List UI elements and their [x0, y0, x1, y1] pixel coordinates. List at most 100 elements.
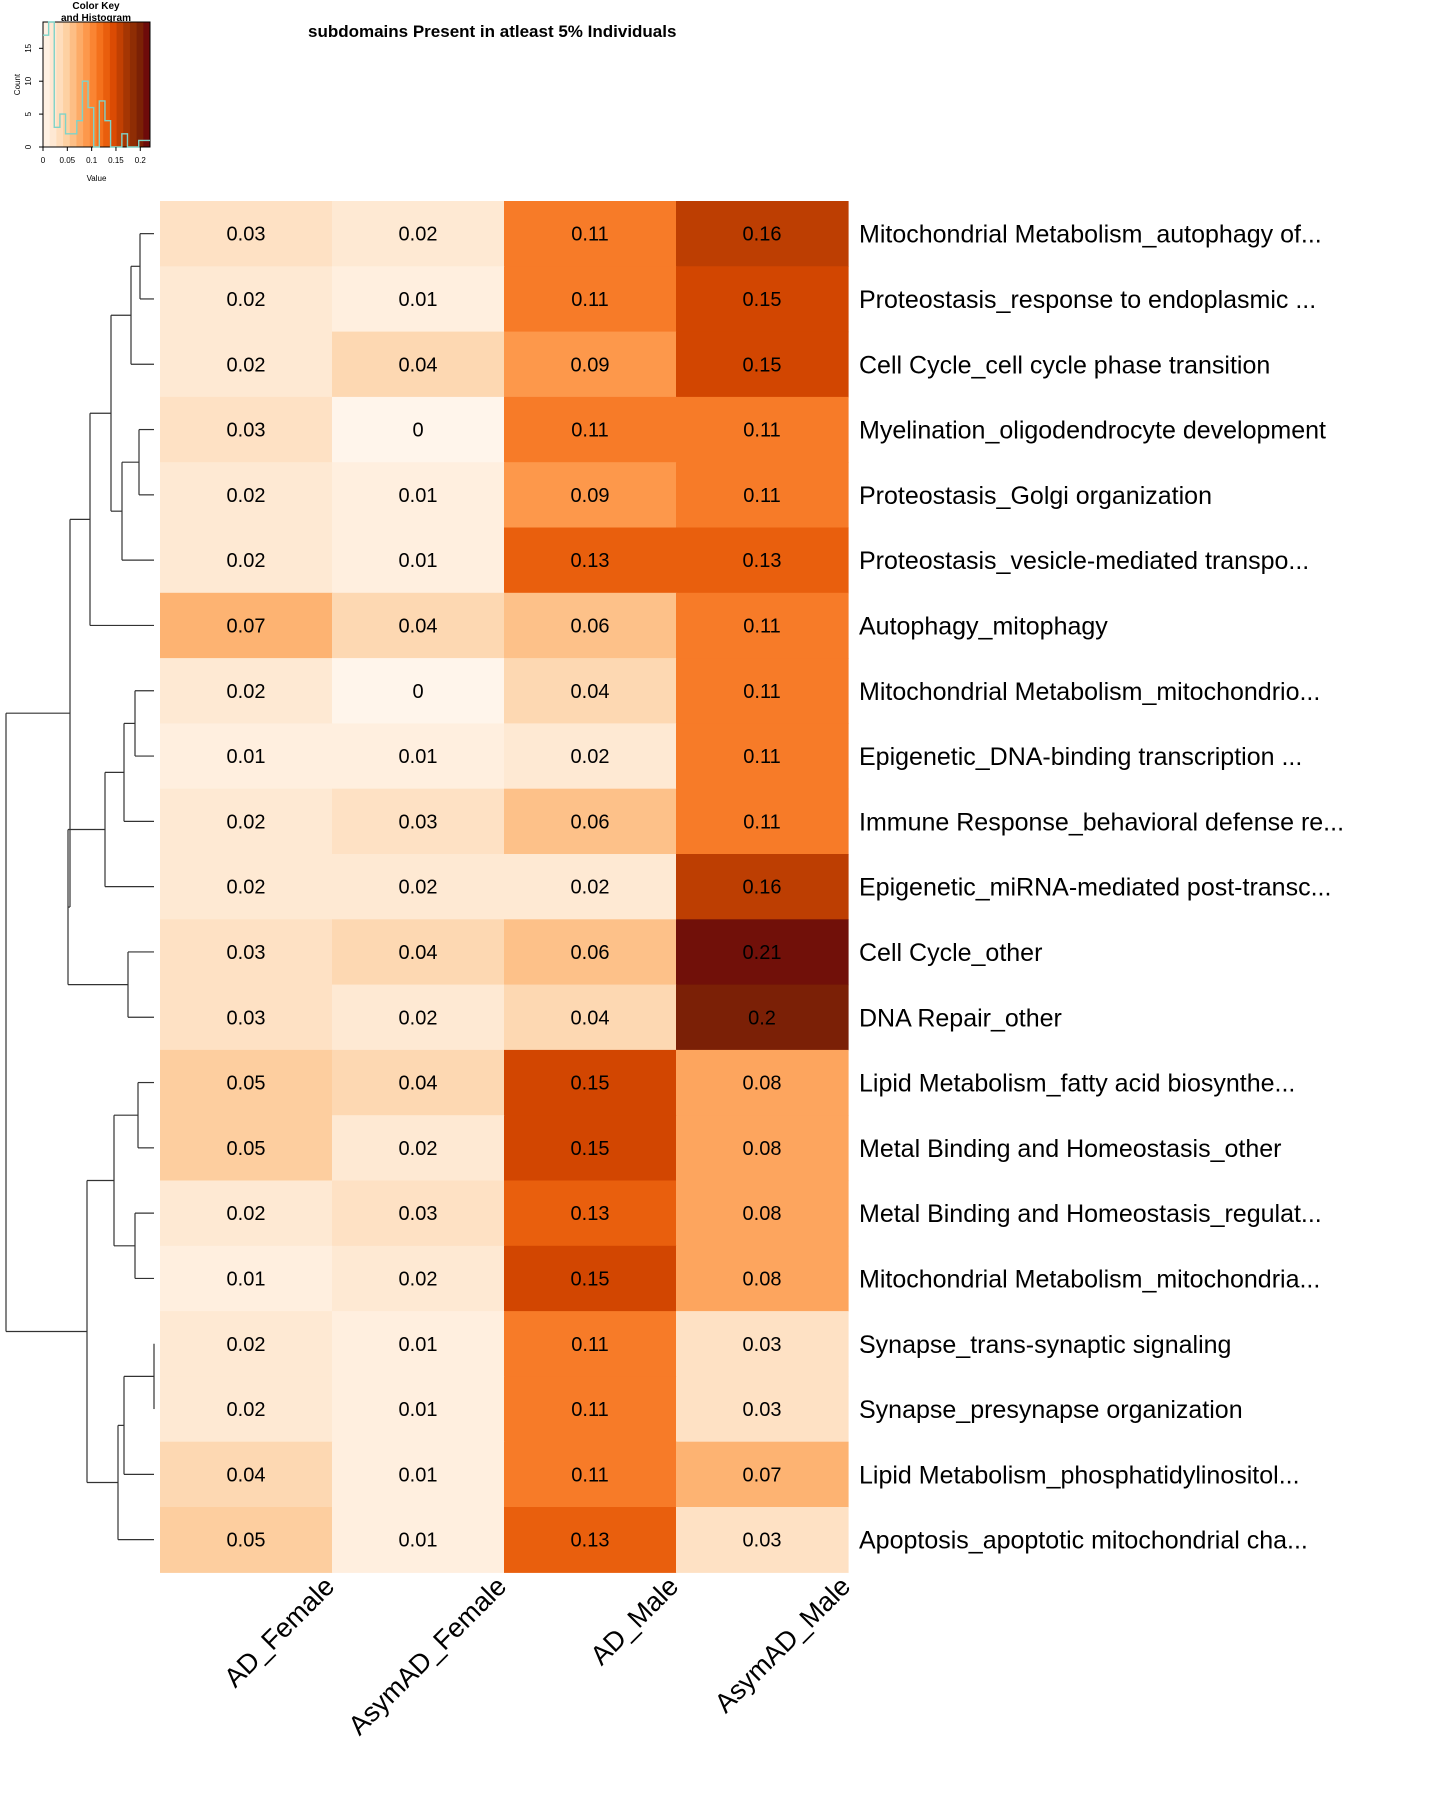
column-label: AsymAD_Male: [709, 1571, 856, 1718]
cell-value: 0.21: [743, 942, 782, 964]
heatmap-cell: [160, 462, 333, 529]
row-label: Cell Cycle_other: [859, 939, 1042, 967]
cell-value: 0.15: [743, 354, 782, 376]
color-key-band: [116, 22, 124, 147]
heatmap-cell: [676, 1376, 849, 1443]
row-label: Autophagy_mitophagy: [859, 612, 1108, 640]
cell-value: 0.15: [571, 1268, 610, 1290]
column-label: AD_Female: [218, 1571, 340, 1693]
row-label: Synapse_trans-synaptic signaling: [859, 1331, 1231, 1359]
color-key-band: [103, 22, 111, 147]
heatmap-cell: [676, 788, 849, 855]
color-key-band: [69, 22, 77, 147]
cell-value: 0.13: [571, 1530, 610, 1552]
heatmap-cell: [504, 201, 677, 267]
heatmap-cell: [676, 1115, 849, 1182]
heatmap-cell: [160, 592, 333, 659]
cell-value: 0.08: [743, 1073, 782, 1095]
cell-value: 0.04: [399, 615, 438, 637]
heatmap-cell: [332, 331, 505, 398]
heatmap-cell: [504, 1441, 677, 1508]
color-key-band: [76, 22, 84, 147]
heatmap-cell: [332, 854, 505, 920]
heatmap-cell: [504, 919, 677, 986]
cell-value: 0.03: [399, 811, 438, 833]
heatmap-cell: [504, 854, 677, 920]
cell-value: 0.15: [571, 1073, 610, 1095]
cell-value: 0.03: [227, 942, 266, 964]
cell-value: 0.11: [571, 420, 608, 442]
cell-value: 0.04: [571, 1007, 610, 1029]
cell-value: 0.13: [571, 1203, 610, 1225]
heatmap-cell: [676, 331, 849, 398]
heatmap-cell: [504, 788, 677, 855]
heatmap-cell: [676, 1049, 849, 1116]
cell-value: 0.02: [571, 877, 610, 899]
heatmap-cell: [676, 723, 849, 790]
cell-value: 0.06: [571, 615, 610, 637]
row-label: Synapse_presynapse organization: [859, 1396, 1243, 1424]
heatmap-cell: [676, 266, 849, 333]
cell-value: 0.11: [743, 485, 780, 507]
cell-value: 0.11: [571, 1399, 608, 1421]
heatmap-cell: [504, 266, 677, 333]
cell-value: 0.06: [571, 811, 610, 833]
heatmap-cell: [332, 527, 505, 594]
cell-value: 0.15: [743, 289, 782, 311]
cell-value: 0.02: [227, 681, 266, 703]
heatmap-cell: [160, 1376, 333, 1443]
heatmap-cell: [332, 1376, 505, 1443]
heatmap-cell: [332, 1311, 505, 1377]
color-key-band: [83, 22, 91, 147]
cell-value: 0.02: [227, 1334, 266, 1356]
heatmap-cell: [332, 201, 505, 267]
cell-value: 0.02: [227, 811, 266, 833]
heatmap-cell: [504, 527, 677, 594]
color-key-band: [49, 22, 57, 147]
row-label: Lipid Metabolism_fatty acid biosynthe...: [859, 1070, 1295, 1098]
cell-value: 0.03: [227, 420, 266, 442]
heatmap-cell: [676, 1245, 849, 1312]
cell-value: 0.04: [399, 942, 438, 964]
cell-value: 0.01: [399, 746, 438, 768]
row-label: Myelination_oligodendrocyte development: [859, 417, 1326, 445]
color-key-histogram: [43, 21, 150, 148]
cell-value: 0.08: [743, 1203, 782, 1225]
heatmap-cell: [676, 919, 849, 986]
color-key-xlabel: Value: [87, 174, 107, 183]
cell-value: 0.04: [399, 354, 438, 376]
heatmap-cell: [332, 1115, 505, 1182]
heatmap-cell: [332, 1180, 505, 1247]
row-label: Proteostasis_vesicle-mediated transpo...: [859, 547, 1309, 575]
heatmap-cell: [160, 658, 333, 724]
row-label: Epigenetic_miRNA-mediated post-transc...: [859, 874, 1331, 902]
cell-value: 0.01: [399, 1399, 438, 1421]
heatmap-cell: [676, 1311, 849, 1377]
heatmap-cell: [504, 1180, 677, 1247]
color-key-band: [56, 22, 64, 147]
cell-value: 0.11: [743, 420, 780, 442]
heatmap-cell: [504, 592, 677, 659]
cell-value: 0.07: [227, 615, 266, 637]
cell-value: 0.02: [571, 746, 610, 768]
cell-value: 0.05: [227, 1138, 266, 1160]
heatmap-cell: [332, 592, 505, 659]
heatmap-cell: [504, 1115, 677, 1182]
heatmap-cell: [160, 1311, 333, 1377]
cell-value: 0.06: [571, 942, 610, 964]
heatmap-cell: [160, 331, 333, 398]
cell-value: 0.03: [227, 224, 266, 246]
color-key-band: [143, 22, 151, 147]
row-label: Metal Binding and Homeostasis_other: [859, 1135, 1281, 1163]
heatmap-cell: [160, 1245, 333, 1312]
heatmap-cell: [332, 1049, 505, 1116]
color-key-x-tick-label: 0.1: [86, 156, 98, 165]
cell-value: 0: [412, 420, 423, 442]
heatmap-cell: [504, 984, 677, 1051]
heatmap-cell: [332, 1441, 505, 1508]
row-label: Metal Binding and Homeostasis_regulat...: [859, 1200, 1322, 1228]
cell-value: 0.01: [399, 1464, 438, 1486]
row-label: Apoptosis_apoptotic mitochondrial cha...: [859, 1527, 1308, 1555]
row-label: Lipid Metabolism_phosphatidylinositol...: [859, 1461, 1300, 1489]
color-key: Color Key and Histogram 0 0.05 0.1 0.15 0.2 0…: [13, 1, 151, 183]
